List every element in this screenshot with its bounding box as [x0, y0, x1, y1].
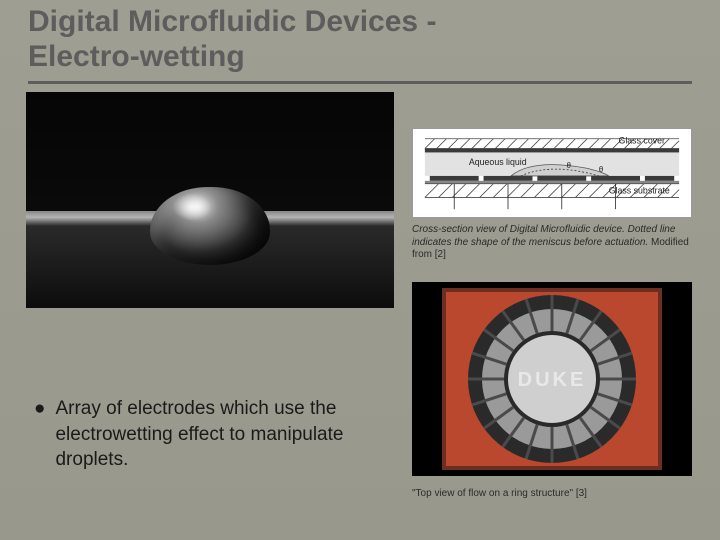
theta-left-label: θ — [567, 161, 571, 170]
bullet-text: Array of electrodes which use the electr… — [55, 396, 389, 473]
ring-svg: DUKE — [412, 282, 692, 476]
ring-center-text: DUKE — [518, 369, 587, 391]
bullet-item: ● Array of electrodes which use the elec… — [34, 396, 389, 473]
diagram-caption: Cross-section view of Digital Microfluid… — [412, 224, 692, 262]
droplet-photo — [26, 92, 394, 308]
diagram-label-top: Glass cover — [618, 136, 665, 146]
title-line1: Digital Microfluidic Devices - — [28, 5, 436, 38]
diagram-svg: θ θ Glass cover Aqueous l — [413, 129, 691, 217]
ring-caption: "Top view of flow on a ring structure" [… — [412, 488, 692, 499]
ring-photo: DUKE — [412, 282, 692, 476]
theta-right-label: θ — [599, 165, 603, 174]
droplet-scene — [26, 92, 394, 308]
title-line2: Electro-wetting — [28, 40, 245, 73]
slide-title: Digital Microfluidic Devices - Electro-w… — [28, 4, 692, 84]
cross-section-diagram: θ θ Glass cover Aqueous l — [412, 128, 692, 218]
diagram-label-middle: Aqueous liquid — [469, 157, 527, 167]
bullet-marker: ● — [34, 396, 45, 473]
diagram-caption-italic: Cross-section view of Digital Microfluid… — [412, 224, 675, 248]
droplet-shape — [150, 187, 270, 265]
diagram-label-bottom: Glass substrate — [609, 186, 670, 196]
